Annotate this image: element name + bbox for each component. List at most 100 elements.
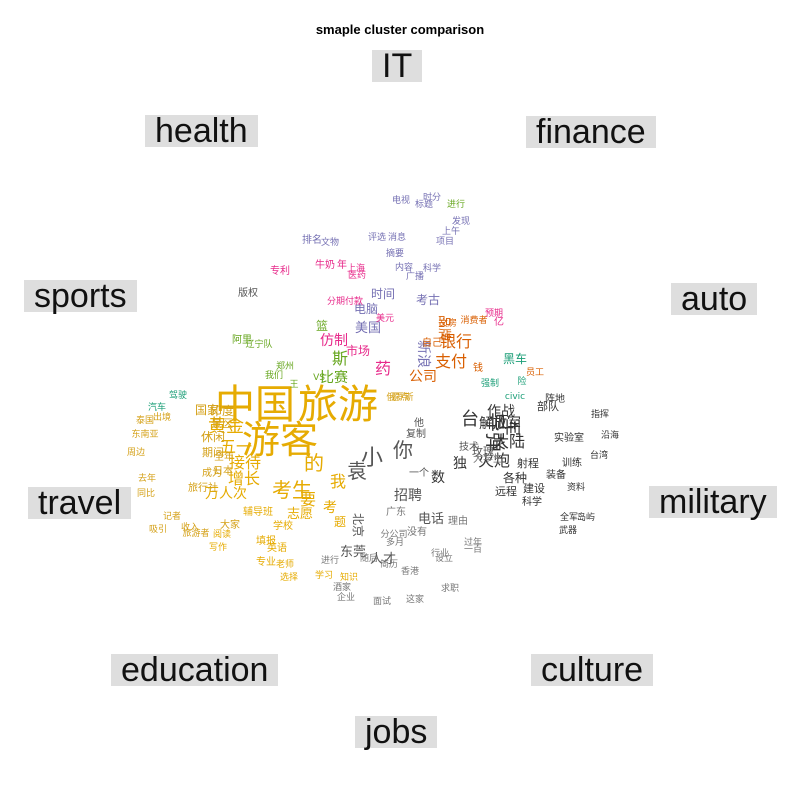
cloud-word: 考生 [272, 478, 312, 502]
cloud-word: 玫瑰 [472, 444, 494, 458]
cloud-word: 东南亚 [131, 428, 158, 440]
cloud-word: 香港 [401, 565, 419, 577]
cloud-word: 指挥 [591, 408, 609, 420]
cloud-word: 他 [414, 416, 424, 429]
cloud-word: 辽宁队 [245, 338, 272, 350]
cloud-word: 景点 [391, 392, 409, 403]
cloud-word: 标题 [415, 198, 433, 210]
cloud-word: 武器 [559, 524, 577, 536]
cloud-word: 我们 [265, 369, 283, 381]
cloud-word: 郑州 [276, 360, 294, 372]
cloud-word: 年 [337, 258, 347, 271]
cloud-word: 大陆 [493, 432, 525, 451]
cloud-word: 过年 [464, 536, 482, 548]
cloud-word: 上海 [347, 262, 365, 274]
chart-title: smaple cluster comparison [315, 22, 485, 37]
cloud-word: 岛屿 [577, 511, 595, 523]
cloud-word: VS [313, 373, 325, 383]
cloud-word: 篮 [316, 318, 328, 333]
cloud-word: 印度 [210, 403, 234, 418]
cloud-word: 预期 [485, 308, 503, 319]
cloud-word: 英语 [267, 541, 287, 554]
cloud-word: 部队 [537, 399, 559, 413]
cloud-word: 吸引 [149, 524, 167, 535]
cloud-word: 各种 [503, 470, 527, 485]
cloud-word: 台 [461, 409, 479, 430]
cloud-word: 员工 [526, 367, 544, 378]
cloud-word: 电视 [392, 194, 410, 206]
cloud-word: 增长 [228, 469, 260, 488]
cloud-word: 品牌 [436, 315, 452, 341]
cloud-word: 记者 [163, 511, 181, 522]
cloud-word: 仿制 [320, 333, 348, 349]
cloud-word: 一个 [409, 467, 429, 479]
cloud-word: 军 [500, 418, 521, 436]
cloud-word: 数 [431, 470, 445, 486]
cloud-word: 期间 [202, 446, 224, 459]
cloud-word: 黑车 [503, 351, 527, 366]
category-label-health: health [145, 114, 258, 148]
cloud-word: 上午 [442, 225, 460, 237]
cloud-word: 建设 [523, 481, 545, 495]
cloud-word: 摘要 [386, 247, 404, 259]
cloud-word: 分期付款 [327, 295, 363, 307]
cloud-word: 面试 [373, 595, 391, 607]
cloud-word: 辅导班 [243, 505, 273, 518]
category-label-travel: travel [28, 486, 132, 520]
cloud-word: 驾驶 [169, 389, 187, 401]
cloud-word: 景区 [211, 417, 233, 430]
cloud-word: 学习 [315, 569, 333, 581]
category-label-military: military [649, 485, 777, 519]
cloud-word: 大学生 [473, 452, 503, 465]
cloud-word: 要 [300, 490, 316, 509]
cloud-word: 广东 [386, 505, 406, 518]
cloud-word: 中国 [215, 382, 295, 428]
cloud-word: 广播 [406, 270, 424, 282]
cloud-word: 俄罗斯 [386, 391, 413, 403]
category-label-auto: auto [671, 282, 758, 316]
cloud-word: 去年 [138, 472, 156, 484]
cloud-word: 企业 [337, 591, 355, 603]
cloud-word: 解放军 [479, 416, 521, 432]
cloud-word: 万人次 [205, 486, 247, 502]
cloud-word: 一百 [464, 544, 482, 555]
cloud-word: civic [505, 392, 525, 402]
cloud-word: 比赛 [320, 370, 348, 386]
cloud-word: 技术 [459, 440, 479, 453]
cloud-word: 王 [289, 379, 298, 390]
cloud-word: 东莞 [340, 545, 366, 560]
cloud-word: 发现 [452, 215, 470, 227]
cloud-word: 北京 [351, 513, 365, 537]
cloud-word: 收入 [181, 521, 199, 533]
cloud-word: 行业 [431, 547, 449, 559]
cloud-word: 版权 [238, 286, 258, 299]
cloud-word: 科学 [522, 495, 542, 508]
cloud-word: 知识 [340, 571, 358, 583]
cloud-word: 进行 [447, 198, 465, 210]
cloud-word: 泰国 [136, 414, 154, 426]
cloud-word: 我 [330, 472, 346, 491]
cloud-word: 旅行社 [188, 481, 218, 494]
cloud-word: 专利 [270, 264, 290, 277]
cloud-word: 市场 [346, 343, 370, 358]
cloud-word: 作战 [487, 404, 515, 420]
cloud-word: 五一 [220, 437, 252, 456]
cloud-word: 自己 [422, 336, 442, 349]
category-label-it: IT [372, 49, 423, 83]
cloud-word: 复制 [406, 427, 426, 440]
cloud-word: 全军 [560, 511, 578, 523]
cloud-word: 求职 [441, 582, 459, 594]
cloud-word: 内容 [395, 261, 413, 273]
cloud-word: 人才 [370, 552, 396, 567]
cloud-word: 台湾 [590, 449, 608, 461]
cloud-word: 同比 [137, 487, 155, 499]
cloud-word: 的 [304, 451, 324, 475]
cloud-word: 成为 [202, 467, 222, 479]
cloud-word: 美元 [376, 312, 394, 324]
cloud-word: 周边 [127, 447, 145, 458]
cloud-word: 资料 [567, 481, 585, 493]
cloud-word: 时间 [371, 287, 395, 301]
cloud-word: 考 [323, 500, 337, 516]
cloud-word: 项目 [436, 236, 454, 247]
